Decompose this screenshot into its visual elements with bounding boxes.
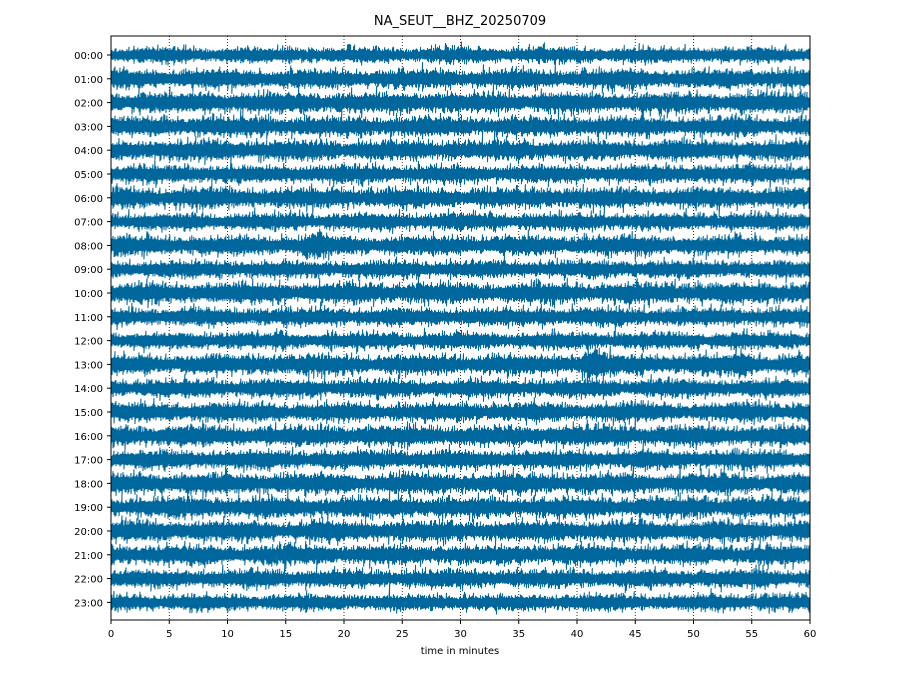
trace-1700 [110,443,811,477]
x-tick-label-15: 15 [279,629,292,640]
trace-0200 [110,85,811,121]
trace-0700 [110,207,811,235]
trace-1100 [110,301,811,332]
y-tick-label-1700: 17:00 [74,456,103,467]
trace-1400 [110,373,811,402]
y-tick-label-1500: 15:00 [74,408,103,419]
y-tick-label-0700: 07:00 [74,218,103,229]
x-axis-label: time in minutes [421,646,500,657]
trace-1600 [110,419,811,452]
y-axis: 00:00 01:00 02:00 03:00 04:00 05:00 06:00 07:00… [74,51,111,609]
x-tick-label-35: 35 [512,629,525,640]
y-tick-label-0300: 03:00 [74,122,103,133]
trace-2000 [110,509,811,551]
trace-layer [110,41,811,615]
trace-1300 [110,344,811,383]
y-tick-label-0900: 09:00 [74,265,103,276]
y-tick-label-1300: 13:00 [74,360,103,371]
y-tick-label-0000: 00:00 [74,51,103,62]
y-tick-label-1100: 11:00 [74,313,103,324]
trace-1900 [110,487,811,523]
trace-0400 [110,134,811,166]
trace-0100 [110,61,811,95]
x-tick-label-5: 5 [166,629,172,640]
y-tick-label-0500: 05:00 [74,170,103,181]
trace-1500 [110,397,811,427]
y-tick-label-1800: 18:00 [74,479,103,490]
y-tick-label-1600: 16:00 [74,432,103,443]
trace-1200 [110,327,811,355]
x-tick-label-30: 30 [454,629,467,640]
x-tick-label-45: 45 [629,629,642,640]
trace-1000 [110,277,811,310]
y-tick-label-0800: 08:00 [74,241,103,252]
y-tick-label-0100: 01:00 [74,75,103,86]
y-tick-label-1400: 14:00 [74,384,103,395]
y-tick-label-2000: 20:00 [74,527,103,538]
trace-0000 [110,41,811,66]
y-tick-label-2300: 23:00 [74,598,103,609]
x-tick-label-20: 20 [338,629,351,640]
trace-0600 [110,181,811,218]
y-tick-label-0400: 04:00 [74,146,103,157]
x-tick-label-50: 50 [687,629,700,640]
x-tick-label-55: 55 [745,629,758,640]
trace-2100 [110,540,811,570]
x-tick-label-25: 25 [396,629,409,640]
y-tick-label-0200: 02:00 [74,99,103,110]
trace-0500 [110,160,811,188]
x-axis: 0 5 10 15 20 25 30 35 40 45 50 55 60 [108,620,817,640]
trace-2300 [110,584,811,615]
x-tick-label-0: 0 [108,629,114,640]
x-tick-label-60: 60 [804,629,817,640]
trace-0800 [110,228,811,261]
x-tick-label-10: 10 [221,629,234,640]
trace-0300 [110,109,811,141]
trace-0900 [110,255,811,284]
x-tick-label-40: 40 [571,629,584,640]
y-tick-label-1900: 19:00 [74,503,103,514]
y-tick-label-1000: 10:00 [74,289,103,300]
y-tick-label-2200: 22:00 [74,575,103,586]
trace-2200 [110,564,811,594]
y-tick-label-2100: 21:00 [74,551,103,562]
y-tick-label-0600: 06:00 [74,194,103,205]
y-tick-label-1200: 12:00 [74,337,103,348]
trace-1800 [110,462,811,499]
chart-title: NA_SEUT__BHZ_20250709 [374,14,546,29]
